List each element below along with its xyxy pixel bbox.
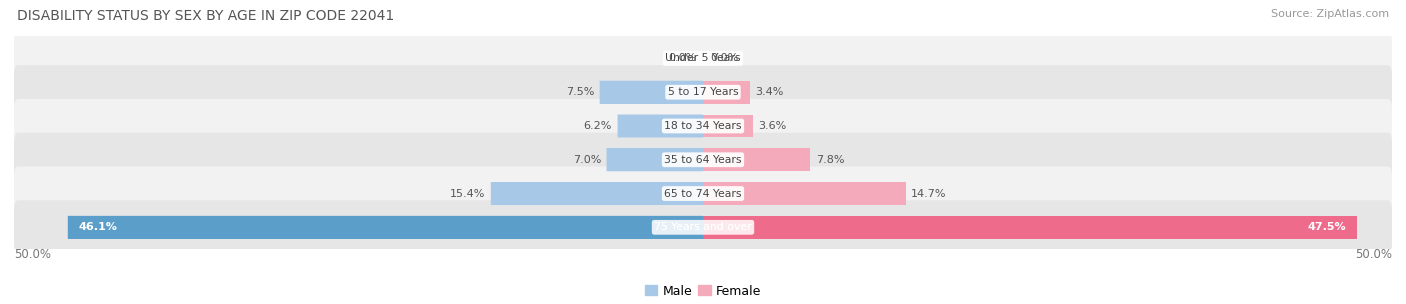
FancyBboxPatch shape	[14, 133, 1392, 187]
Bar	[491, 182, 703, 205]
Bar	[703, 81, 749, 104]
FancyBboxPatch shape	[67, 216, 703, 239]
Text: Source: ZipAtlas.com: Source: ZipAtlas.com	[1271, 9, 1389, 19]
Text: 7.5%: 7.5%	[565, 87, 595, 97]
FancyBboxPatch shape	[599, 81, 703, 104]
FancyBboxPatch shape	[14, 31, 1392, 85]
FancyBboxPatch shape	[14, 99, 1392, 153]
FancyBboxPatch shape	[606, 148, 703, 171]
Text: DISABILITY STATUS BY SEX BY AGE IN ZIP CODE 22041: DISABILITY STATUS BY SEX BY AGE IN ZIP C…	[17, 9, 394, 23]
Text: 50.0%: 50.0%	[1355, 248, 1392, 261]
Text: 35 to 64 Years: 35 to 64 Years	[664, 155, 742, 165]
FancyBboxPatch shape	[491, 182, 703, 205]
FancyBboxPatch shape	[14, 167, 1392, 221]
Text: 0.0%: 0.0%	[710, 54, 738, 64]
Text: 6.2%: 6.2%	[583, 121, 612, 131]
Text: 50.0%: 50.0%	[14, 248, 51, 261]
Text: 7.8%: 7.8%	[815, 155, 845, 165]
Bar	[606, 148, 703, 171]
Text: 75 Years and over: 75 Years and over	[654, 222, 752, 232]
Text: 46.1%: 46.1%	[79, 222, 118, 232]
Bar	[703, 148, 810, 171]
Bar	[703, 182, 905, 205]
Text: 7.0%: 7.0%	[572, 155, 600, 165]
Bar	[703, 216, 1358, 239]
FancyBboxPatch shape	[617, 115, 703, 137]
Text: 75 Years and over: 75 Years and over	[654, 222, 752, 232]
Legend: Male, Female: Male, Female	[640, 280, 766, 302]
Text: 47.5%: 47.5%	[1308, 222, 1347, 232]
FancyBboxPatch shape	[14, 200, 1392, 254]
Bar	[67, 216, 703, 239]
Bar	[617, 115, 703, 137]
FancyBboxPatch shape	[14, 65, 1392, 119]
Text: 15.4%: 15.4%	[450, 188, 485, 199]
Text: 5 to 17 Years: 5 to 17 Years	[668, 87, 738, 97]
Text: 18 to 34 Years: 18 to 34 Years	[664, 121, 742, 131]
Text: 3.4%: 3.4%	[755, 87, 783, 97]
Bar	[703, 115, 752, 137]
Text: 0.0%: 0.0%	[668, 54, 696, 64]
Bar	[599, 81, 703, 104]
Text: 3.6%: 3.6%	[758, 121, 786, 131]
Text: Under 5 Years: Under 5 Years	[665, 54, 741, 64]
Text: 65 to 74 Years: 65 to 74 Years	[664, 188, 742, 199]
Text: 14.7%: 14.7%	[911, 188, 946, 199]
